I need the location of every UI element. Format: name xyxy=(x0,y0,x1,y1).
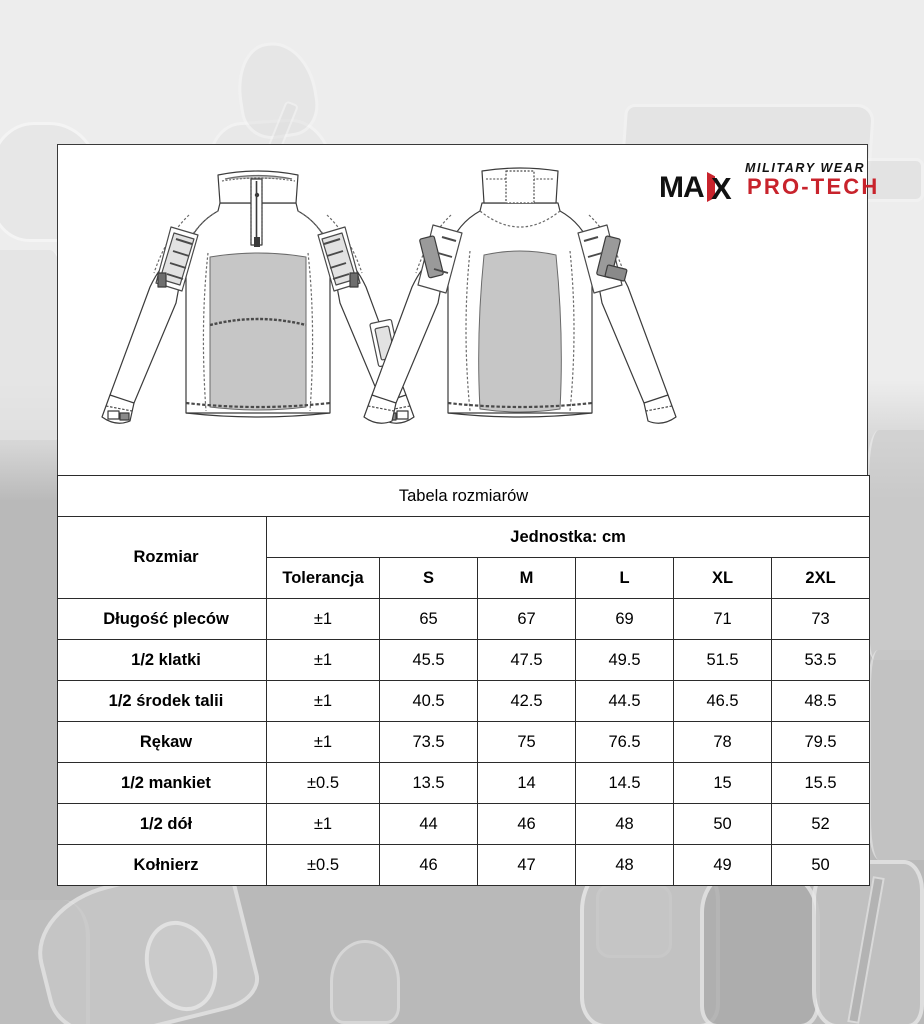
table-row: Kołnierz ±0.5 46 47 48 49 50 xyxy=(57,844,871,886)
row-tolerance: ±1 xyxy=(266,803,380,845)
row-tolerance: ±1 xyxy=(266,598,380,640)
table-row: 1/2 klatki ±1 45.5 47.5 49.5 51.5 53.5 xyxy=(57,639,871,681)
cell-2xl: 73 xyxy=(770,598,871,640)
cell-l: 14.5 xyxy=(575,762,674,804)
row-label: 1/2 środek talii xyxy=(57,680,267,722)
combat-shirt-back-view xyxy=(363,167,677,424)
size-chart-card: MILITARY WEAR MA X PRO-TECH xyxy=(56,144,877,886)
cell-xl: 46.5 xyxy=(673,680,772,722)
cell-s: 44 xyxy=(379,803,478,845)
cell-m: 46 xyxy=(477,803,576,845)
cell-xl: 51.5 xyxy=(673,639,772,681)
ghost-shape-icon xyxy=(330,940,400,1024)
table-unit-row: Rozmiar Jednostka: cm xyxy=(57,516,871,599)
row-label: 1/2 klatki xyxy=(57,639,267,681)
row-label: 1/2 dół xyxy=(57,803,267,845)
ghost-soldier-icon xyxy=(812,860,924,1024)
cell-l: 48 xyxy=(575,803,674,845)
row-tolerance: ±0.5 xyxy=(266,844,380,886)
header-size-2xl: 2XL xyxy=(770,557,871,599)
brand-logo: MILITARY WEAR MA X PRO-TECH xyxy=(659,161,877,209)
cell-l: 69 xyxy=(575,598,674,640)
brand-tagline: MILITARY WEAR xyxy=(745,161,866,175)
cell-l: 76.5 xyxy=(575,721,674,763)
header-size-l: L xyxy=(575,557,674,599)
brand-subtitle: PRO-TECH xyxy=(747,174,880,199)
cell-xl: 15 xyxy=(673,762,772,804)
header-tolerancja: Tolerancja xyxy=(266,557,380,599)
table-row: Rękaw ±1 73.5 75 76.5 78 79.5 xyxy=(57,721,871,763)
row-label: 1/2 mankiet xyxy=(57,762,267,804)
cell-l: 49.5 xyxy=(575,639,674,681)
garment-illustrations xyxy=(101,167,677,424)
cell-xl: 49 xyxy=(673,844,772,886)
cell-s: 13.5 xyxy=(379,762,478,804)
row-tolerance: ±0.5 xyxy=(266,762,380,804)
row-tolerance: ±1 xyxy=(266,721,380,763)
cell-l: 48 xyxy=(575,844,674,886)
table-row: 1/2 mankiet ±0.5 13.5 14 14.5 15 15.5 xyxy=(57,762,871,804)
cell-s: 40.5 xyxy=(379,680,478,722)
cell-m: 67 xyxy=(477,598,576,640)
size-table: Tabela rozmiarów Rozmiar Jednostka: cm T… xyxy=(56,475,871,886)
table-row: 1/2 środek talii ±1 40.5 42.5 44.5 46.5 … xyxy=(57,680,871,722)
cell-s: 73.5 xyxy=(379,721,478,763)
row-tolerance: ±1 xyxy=(266,680,380,722)
header-size-xl: XL xyxy=(673,557,772,599)
cell-xl: 78 xyxy=(673,721,772,763)
cell-l: 44.5 xyxy=(575,680,674,722)
cell-xl: 50 xyxy=(673,803,772,845)
header-rozmiar: Rozmiar xyxy=(57,516,267,599)
cell-2xl: 48.5 xyxy=(770,680,871,722)
combat-shirt-front-view xyxy=(101,170,415,424)
chevron-arrow-inner-icon xyxy=(715,172,737,202)
header-unit: Jednostka: cm xyxy=(265,516,871,558)
table-title-row: Tabela rozmiarów xyxy=(56,475,871,517)
table-header-row: Tolerancja S M L XL 2XL xyxy=(58,557,871,599)
brand-x-letter: X xyxy=(711,171,732,206)
header-size-m: M xyxy=(477,557,576,599)
cell-m: 75 xyxy=(477,721,576,763)
row-label: Długość pleców xyxy=(57,598,267,640)
cell-2xl: 52 xyxy=(770,803,871,845)
table-row: Długość pleców ±1 65 67 69 71 73 xyxy=(57,598,871,640)
cell-s: 46 xyxy=(379,844,478,886)
brand-name: MA xyxy=(659,171,705,204)
cell-m: 47.5 xyxy=(477,639,576,681)
cell-2xl: 50 xyxy=(770,844,871,886)
row-tolerance: ±1 xyxy=(266,639,380,681)
cell-xl: 71 xyxy=(673,598,772,640)
cell-2xl: 79.5 xyxy=(770,721,871,763)
cell-2xl: 15.5 xyxy=(770,762,871,804)
cell-2xl: 53.5 xyxy=(770,639,871,681)
table-row: 1/2 dół ±1 44 46 48 50 52 xyxy=(57,803,871,845)
cell-m: 47 xyxy=(477,844,576,886)
cell-m: 14 xyxy=(477,762,576,804)
row-label: Kołnierz xyxy=(57,844,267,886)
cell-m: 42.5 xyxy=(477,680,576,722)
ghost-soldier-icon xyxy=(700,872,820,1024)
header-size-s: S xyxy=(379,557,478,599)
cell-s: 65 xyxy=(379,598,478,640)
ghost-shape-icon xyxy=(868,650,924,860)
cell-s: 45.5 xyxy=(379,639,478,681)
ghost-shape-icon xyxy=(866,430,924,660)
row-label: Rękaw xyxy=(57,721,267,763)
table-title: Tabela rozmiarów xyxy=(56,475,871,517)
